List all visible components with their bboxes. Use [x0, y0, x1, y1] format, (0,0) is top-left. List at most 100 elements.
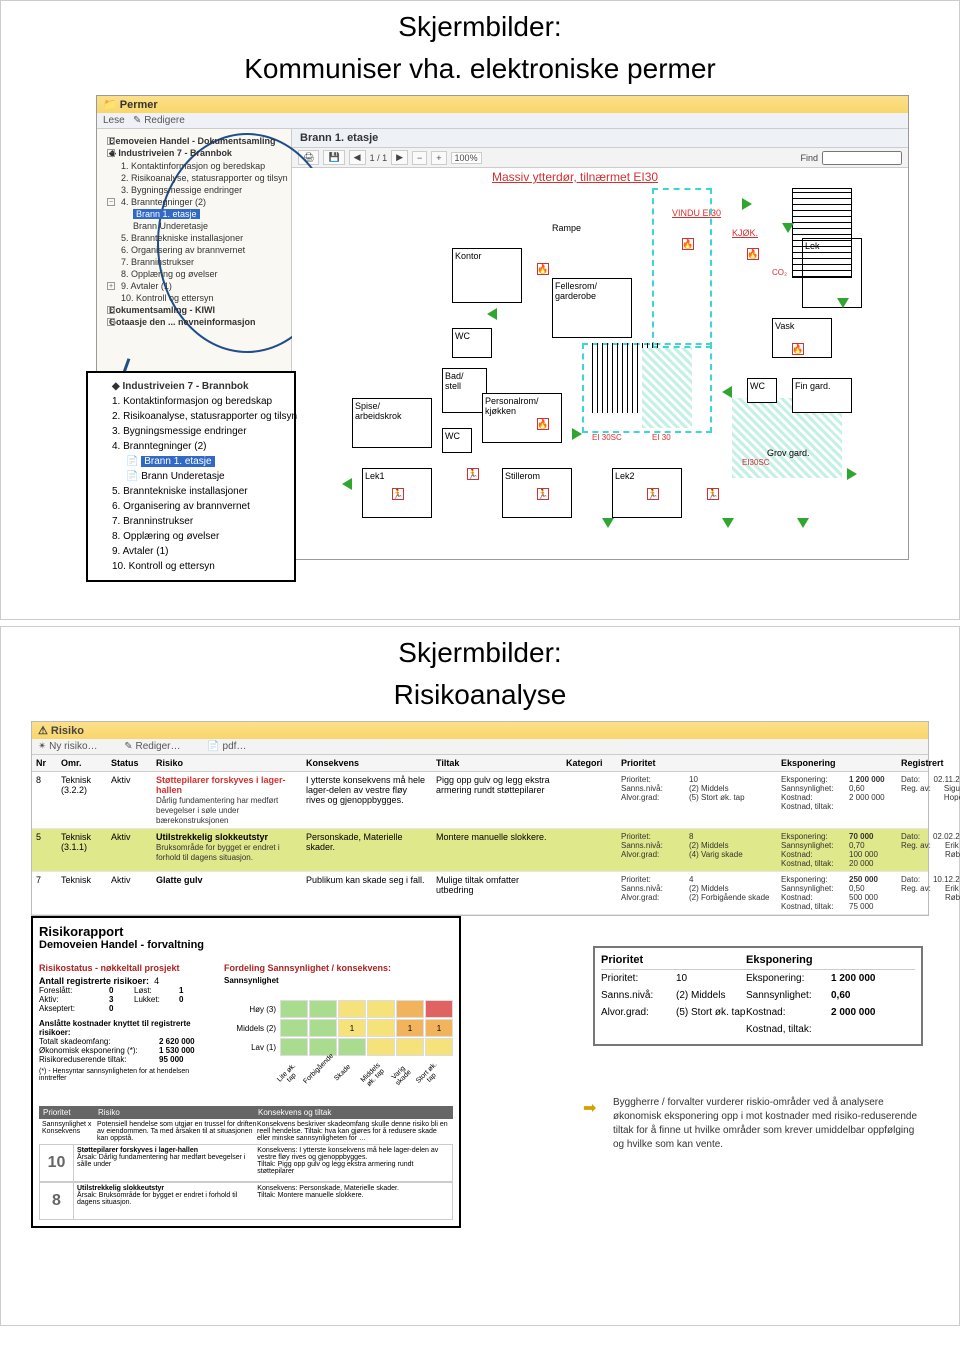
zi-5[interactable]: Brann 1. etasje [141, 456, 214, 467]
zi-2[interactable]: 2. Risikoanalyse, statusrapporter og til… [112, 411, 297, 422]
fp-banner: Massiv ytterdør, tilnærmet EI30 [492, 170, 658, 184]
fire-ext-icon: 🏃 [647, 488, 659, 500]
fp-pers: Personalrom/ kjøkken [482, 393, 562, 443]
slide-1-title-1: Skjermbilder: [11, 11, 949, 43]
zi-1[interactable]: 1. Kontaktinformasjon og beredskap [112, 396, 272, 407]
next-page-icon[interactable]: ▶ [391, 150, 408, 165]
fire-ext-icon: 🔥 [747, 248, 759, 260]
btn-rediger[interactable]: Rediger… [135, 741, 180, 752]
tree-i5: Brann 1. etasje [99, 208, 289, 220]
risk-table-head: NrOmr. StatusRisiko KonsekvensTiltak Kat… [32, 755, 928, 772]
tree-extra-a: +Dokumentsamling - KIWI [99, 304, 289, 316]
prev-page-icon[interactable]: ◀ [349, 150, 366, 165]
tree-root-b[interactable]: Industriveien 7 - Brannbok [118, 148, 232, 158]
escape-arrow-icon [797, 518, 809, 528]
tree-zoom-inset: ◆ Industriveien 7 - Brannbok 1. Kontakti… [86, 371, 296, 582]
fp-corridor-1 [652, 188, 712, 348]
fire-ext-icon: 🏃 [467, 468, 479, 480]
fp-spise: Spise/ arbeidskrok [352, 398, 432, 448]
slide-2-title-1: Skjermbilder: [11, 637, 949, 669]
escape-arrow-icon [847, 468, 857, 480]
fp-wc2: WC [442, 428, 472, 453]
fp-fingard: Fin gard. [792, 378, 852, 413]
escape-arrow-icon [572, 428, 582, 440]
btn-pdf[interactable]: pdf… [223, 741, 247, 752]
document-pane: Brann 1. etasje 🖨 💾 ◀ 1 / 1 ▶ − + 100% F… [292, 129, 908, 559]
fp-ei-c: EI30SC [742, 458, 770, 467]
zi-3[interactable]: 3. Bygningsmessige endringer [112, 426, 247, 437]
report-status-head: Risikostatus - nøkkeltall prosjekt [39, 963, 214, 973]
fp-kontor: Kontor [452, 248, 522, 303]
fp-kjok: KJØK. [732, 228, 758, 238]
floorplan: Massiv ytterdør, tilnærmet EI30 VINDU EI… [292, 168, 908, 538]
save-icon[interactable]: 💾 [323, 150, 344, 165]
permer-titlebar: 📁 Permer [97, 96, 908, 113]
tb-rediger[interactable]: Redigere [144, 115, 185, 126]
escape-arrow-icon [602, 518, 614, 528]
zi-6[interactable]: Brann Underetasje [141, 471, 224, 482]
escape-arrow-icon [487, 308, 497, 320]
risk-row[interactable]: 5 Teknisk (3.1.1) Aktiv Utilstrekkelig s… [32, 829, 928, 872]
fp-ei-a: EI 30SC [592, 433, 622, 442]
find-input[interactable] [822, 151, 902, 165]
zoom-value[interactable]: 100% [451, 152, 482, 164]
priority-row-10: 10 Støttepilarer forskyves i lager-halle… [39, 1144, 453, 1182]
risk-row[interactable]: 7 Teknisk Aktiv Glatte gulv Publikum kan… [32, 872, 928, 915]
zi-4[interactable]: 4. Branntegninger (2) [112, 441, 207, 452]
tree-i4: −4. Branntegninger (2) [99, 196, 289, 208]
risk-table: NrOmr. StatusRisiko KonsekvensTiltak Kat… [32, 755, 928, 915]
btn-ny-risiko[interactable]: Ny risiko… [49, 741, 97, 752]
zi-root: Industriveien 7 - Brannbok [122, 381, 248, 392]
slide-2-lower: Risikorapport Demoveien Handel - forvalt… [31, 916, 929, 1228]
fire-ext-icon: 🏃 [707, 488, 719, 500]
risk-row[interactable]: 8 Teknisk (3.2.2) Aktiv Støttepilarer fo… [32, 772, 928, 829]
slide-2: Skjermbilder: Risikoanalyse ⚠ Risiko ✴ N… [0, 626, 960, 1326]
escape-arrow-icon [722, 518, 734, 528]
zi-10[interactable]: 8. Opplæring og øvelser [112, 531, 219, 542]
fp-wc1: WC [452, 328, 492, 358]
risiko-window: ⚠ Risiko ✴ Ny risiko… ✎ Rediger… 📄 pdf… … [31, 721, 929, 916]
find-label: Find [800, 153, 818, 163]
zi-8[interactable]: 6. Organisering av brannvernet [112, 501, 250, 512]
escape-arrow-icon [342, 478, 352, 490]
zi-7[interactable]: 5. Branntekniske installasjoner [112, 486, 248, 497]
fire-ext-icon: 🏃 [392, 488, 404, 500]
fp-felles: Fellesrom/ garderobe [552, 278, 632, 338]
zoom-in-icon[interactable]: + [431, 151, 446, 165]
permer-window-title: Permer [120, 99, 158, 111]
tree-i6: Brann Underetasje [99, 220, 289, 232]
risiko-toolbar: ✴ Ny risiko… ✎ Rediger… 📄 pdf… [32, 739, 928, 755]
tree-i7: 5. Branntekniske installasjoner [99, 232, 289, 244]
prioritet-inset: Prioritet Eksponering Prioritet:10Ekspon… [593, 946, 923, 1046]
tree-i8: 6. Organisering av brannvernet [99, 244, 289, 256]
fire-ext-icon: 🔥 [537, 263, 549, 275]
tree-i10: 8. Opplæring og øvelser [99, 268, 289, 280]
tree-i3: 3. Bygningsmessige endringer [99, 184, 289, 196]
risikorapport-box: Risikorapport Demoveien Handel - forvalt… [31, 916, 461, 1228]
slide-1: Skjermbilder: Kommuniser vha. elektronis… [0, 0, 960, 620]
permer-toolbar: Lese ✎ Redigere [97, 113, 908, 129]
tb-lese[interactable]: Lese [103, 115, 125, 126]
escape-arrow-icon [782, 223, 794, 233]
fire-ext-icon: 🔥 [537, 418, 549, 430]
fp-co2: CO₂ [772, 268, 787, 277]
tree-i12: 10. Kontroll og ettersyn [99, 292, 289, 304]
fp-ei-b: EI 30 [652, 433, 671, 442]
priority-subtable: Prioritet Risiko Konsekvens og tiltak Sa… [39, 1106, 453, 1220]
tree-extra-b: +Gotaasje den ... nevneinformasjon [99, 316, 289, 328]
zi-12[interactable]: 10. Kontroll og ettersyn [112, 561, 215, 572]
zi-11[interactable]: 9. Avtaler (1) [112, 546, 169, 557]
fire-ext-icon: 🔥 [682, 238, 694, 250]
fp-wc3: WC [747, 378, 777, 403]
zi-9[interactable]: 7. Branninstrukser [112, 516, 193, 527]
print-icon[interactable]: 🖨 [298, 150, 319, 165]
page-indicator: 1 / 1 [370, 153, 388, 163]
tree-root-a[interactable]: Demoveien Handel - Dokumentsamling [109, 136, 276, 146]
fp-stairs-area [642, 348, 692, 428]
tree-i2: 2. Risikoanalyse, statusrapporter og til… [99, 172, 289, 184]
escape-arrow-icon [742, 198, 752, 210]
tree-i11: +9. Avtaler (1) [99, 280, 289, 292]
zoom-out-icon[interactable]: − [412, 151, 427, 165]
priority-row-8: 8 Utilstrekkelig slokkeutstyr Årsak: Bru… [39, 1182, 453, 1220]
callout-arrow-icon: ➡ [583, 1098, 596, 1120]
